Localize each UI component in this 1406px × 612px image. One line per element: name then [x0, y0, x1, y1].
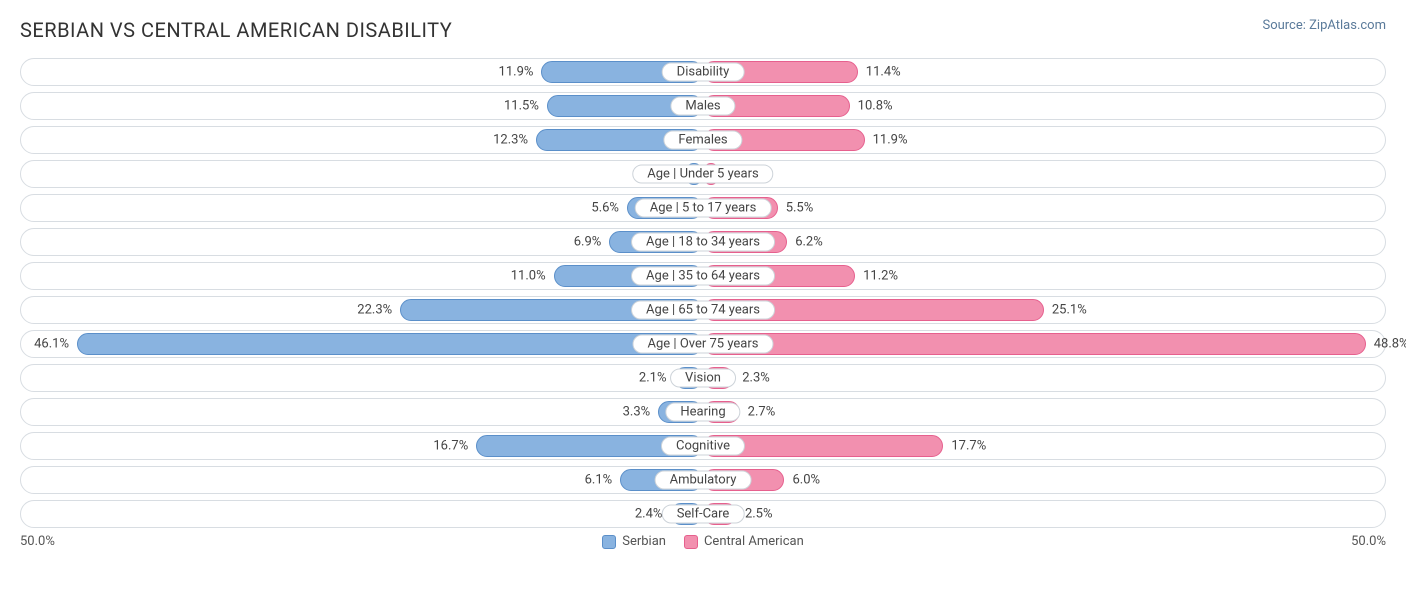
value-left: 11.9%	[499, 65, 534, 80]
legend-swatch-right	[684, 535, 698, 549]
value-right: 48.8%	[1374, 337, 1406, 352]
value-right: 5.5%	[786, 201, 814, 216]
source-attribution: Source: ZipAtlas.com	[1262, 18, 1386, 33]
chart-row: Self-Care2.4% 2.5%	[20, 500, 1386, 528]
category-label: Ambulatory	[655, 471, 752, 490]
chart-row: Females 12.3% 11.9%	[20, 126, 1386, 154]
value-left: 11.5%	[504, 99, 539, 114]
category-label: Females	[663, 131, 742, 150]
legend-item-right: Central American	[684, 534, 804, 549]
legend-item-left: Serbian	[602, 534, 666, 549]
chart-row: Age | 65 to 74 years 22.3% 25.1%	[20, 296, 1386, 324]
value-left: 3.3%	[623, 405, 651, 420]
value-left: 2.1%	[639, 371, 667, 386]
category-label: Disability	[662, 63, 745, 82]
chart-row: Hearing 3.3% 2.7%	[20, 398, 1386, 426]
value-left: 6.9%	[574, 235, 602, 250]
category-label: Self-Care	[662, 505, 745, 524]
value-right: 17.7%	[951, 439, 986, 454]
value-left: 11.0%	[511, 269, 546, 284]
value-right: 2.3%	[742, 371, 770, 386]
legend: Serbian Central American	[602, 534, 804, 549]
category-label: Age | 35 to 64 years	[631, 267, 775, 286]
bar-right	[703, 333, 1366, 355]
chart-row: Cognitive 16.7% 17.7%	[20, 432, 1386, 460]
legend-swatch-left	[602, 535, 616, 549]
category-label: Age | 18 to 34 years	[631, 233, 775, 252]
chart-row: Ambulatory 6.1% 6.0%	[20, 466, 1386, 494]
value-right: 25.1%	[1052, 303, 1087, 318]
chart-row: Disability 11.9% 11.4%	[20, 58, 1386, 86]
chart-row: Age | Under 5 years1.3%1.2%	[20, 160, 1386, 188]
value-right: 2.5%	[745, 507, 773, 522]
value-left: 12.3%	[493, 133, 528, 148]
category-label: Age | Under 5 years	[632, 165, 773, 184]
value-right: 10.8%	[858, 99, 893, 114]
category-label: Age | 5 to 17 years	[635, 199, 772, 218]
value-right: 6.0%	[792, 473, 820, 488]
chart-area: Disability 11.9% 11.4% Males 11.5% 10.8% Femal…	[20, 58, 1386, 528]
value-right: 11.9%	[873, 133, 908, 148]
category-label: Hearing	[665, 403, 740, 422]
value-left: 5.6%	[591, 201, 619, 216]
value-right: 2.7%	[748, 405, 776, 420]
chart-title: SERBIAN VS CENTRAL AMERICAN DISABILITY	[20, 18, 452, 42]
value-left: 46.1%	[34, 337, 69, 352]
category-label: Males	[670, 97, 735, 116]
chart-row: Vision2.1% 2.3%	[20, 364, 1386, 392]
category-label: Cognitive	[661, 437, 745, 456]
legend-label-right: Central American	[704, 534, 804, 549]
value-right: 11.2%	[863, 269, 898, 284]
value-left: 2.4%	[635, 507, 663, 522]
value-left: 16.7%	[433, 439, 468, 454]
category-label: Vision	[670, 369, 736, 388]
chart-row: Age | 5 to 17 years 5.6% 5.5%	[20, 194, 1386, 222]
value-right: 6.2%	[795, 235, 823, 250]
chart-row: Age | 18 to 34 years 6.9% 6.2%	[20, 228, 1386, 256]
value-right: 11.4%	[866, 65, 901, 80]
category-label: Age | 65 to 74 years	[631, 301, 775, 320]
category-label: Age | Over 75 years	[633, 335, 774, 354]
chart-row: Age | 35 to 64 years 11.0% 11.2%	[20, 262, 1386, 290]
bar-left	[77, 333, 703, 355]
value-left: 6.1%	[585, 473, 613, 488]
value-left: 22.3%	[357, 303, 392, 318]
chart-row: Males 11.5% 10.8%	[20, 92, 1386, 120]
axis-right-label: 50.0%	[1351, 534, 1386, 549]
legend-label-left: Serbian	[622, 534, 666, 549]
axis-left-label: 50.0%	[20, 534, 55, 549]
chart-row: Age | Over 75 years46.1%48.8%	[20, 330, 1386, 358]
